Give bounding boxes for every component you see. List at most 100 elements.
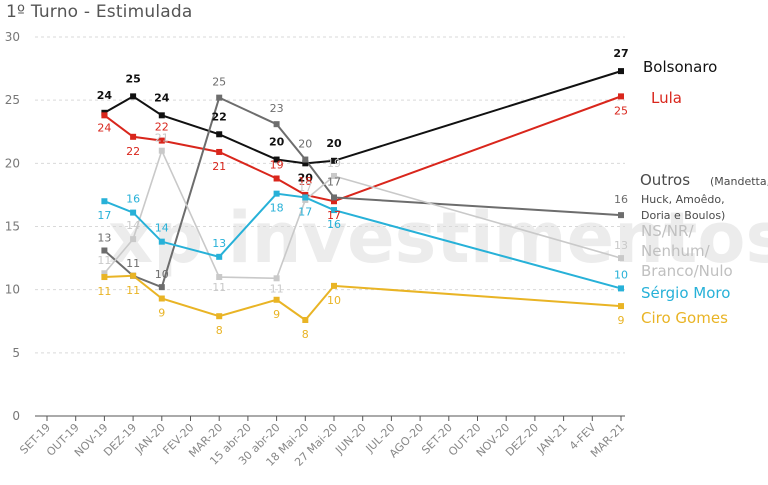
- point-lula: [216, 148, 223, 155]
- series-line-moro: [104, 192, 622, 290]
- y-tick-label: 15: [5, 220, 20, 234]
- point-bolsonaro: [273, 156, 280, 163]
- data-label-lula: 17: [327, 209, 341, 222]
- point-outros: [331, 194, 337, 201]
- data-label-ciro: 11: [126, 284, 140, 297]
- data-label-lula: 24: [97, 121, 111, 134]
- data-label-lula: 22: [126, 145, 140, 158]
- data-label-ns: 11: [97, 254, 111, 267]
- point-ns: [618, 255, 624, 262]
- data-label-bolsonaro: 22: [212, 110, 227, 123]
- point-moro: [216, 253, 223, 260]
- point-outros: [273, 121, 280, 128]
- data-label-ciro: 9: [618, 314, 625, 327]
- data-label-outros: 11: [126, 257, 140, 270]
- series-lines: [103, 70, 622, 322]
- data-label-ns: 13: [614, 239, 628, 252]
- legend-ns: Branco/Nulo: [641, 262, 733, 280]
- data-label-outros: 17: [327, 175, 341, 188]
- y-tick-label: 20: [5, 156, 20, 170]
- data-label-outros: 23: [270, 102, 284, 115]
- point-moro: [130, 209, 137, 216]
- data-label-outros: 16: [614, 193, 628, 206]
- data-label-ns: 11: [212, 281, 226, 294]
- data-label-moro: 17: [298, 205, 312, 218]
- point-ciro: [331, 282, 337, 289]
- point-bolsonaro: [302, 160, 309, 167]
- data-label-outros: 25: [212, 76, 226, 89]
- data-label-moro: 10: [614, 268, 628, 281]
- data-label-moro: 18: [270, 202, 284, 215]
- data-label-lula: 25: [614, 104, 628, 117]
- data-label-ns: 11: [270, 282, 284, 295]
- data-label-lula: 22: [155, 121, 169, 134]
- point-ciro: [216, 313, 223, 320]
- point-ns: [331, 172, 337, 179]
- point-lula: [130, 133, 137, 140]
- x-tick-label: JUN-20: [332, 421, 368, 457]
- data-label-ciro: 11: [97, 285, 111, 298]
- data-label-ns: 17: [298, 181, 312, 194]
- data-label-bolsonaro: 20: [326, 137, 342, 150]
- y-tick-label: 10: [5, 283, 20, 297]
- data-label-moro: 16: [327, 218, 341, 231]
- data-label-ns: 14: [126, 219, 140, 232]
- data-label-outros: 13: [97, 232, 111, 245]
- point-ns: [216, 274, 223, 281]
- point-ciro: [101, 274, 108, 281]
- point-bolsonaro: [216, 131, 223, 138]
- point-moro: [618, 285, 624, 292]
- data-label-moro: 14: [155, 222, 169, 235]
- point-lula: [101, 112, 108, 119]
- point-outros: [158, 284, 165, 291]
- point-bolsonaro: [158, 112, 165, 119]
- series-line-bolsonaro: [103, 70, 622, 165]
- legend-outros-sub: (Mandetta,: [710, 175, 768, 188]
- point-ciro: [158, 295, 165, 302]
- data-label-moro: 13: [212, 237, 226, 250]
- y-tick-label: 30: [5, 30, 20, 44]
- point-ciro: [302, 316, 309, 323]
- point-ciro: [130, 272, 137, 279]
- data-label-lula: 19: [270, 158, 284, 171]
- point-bolsonaro: [130, 93, 137, 100]
- series-line-outros: [103, 96, 622, 289]
- legend-lula: Lula: [651, 89, 682, 107]
- point-lula: [331, 198, 337, 205]
- data-label-outros: 20: [298, 138, 312, 151]
- legend-outros: Outros: [640, 171, 690, 189]
- chart-title: 1º Turno - Estimulada: [6, 2, 193, 22]
- x-tick-label: JAN-21: [534, 421, 570, 457]
- point-outros: [302, 156, 309, 163]
- point-moro: [331, 207, 337, 214]
- series-line-ns: [103, 148, 622, 280]
- x-axis: SET-19OUT-19NOV-19DEZ-19JAN-20FEV-20MAR-…: [17, 415, 627, 469]
- data-label-ciro: 8: [302, 328, 309, 341]
- data-label-moro: 17: [97, 209, 111, 222]
- data-label-ns: 19: [327, 157, 341, 170]
- data-label-lula: 21: [212, 160, 226, 173]
- data-label-moro: 16: [126, 193, 140, 206]
- point-ns: [273, 275, 280, 282]
- series-line-lula: [103, 95, 622, 203]
- legend-ciro: Ciro Gomes: [641, 309, 728, 327]
- y-tick-label: 0: [12, 409, 20, 423]
- point-ns: [130, 236, 137, 243]
- point-outros: [216, 94, 223, 101]
- point-moro: [273, 190, 280, 197]
- point-ns: [101, 270, 108, 277]
- data-label-bolsonaro: 20: [298, 171, 314, 184]
- legend: Bolsonaro Lula Outros (Mandetta, Huck, Amoêd…: [640, 58, 768, 327]
- point-lula: [158, 137, 165, 144]
- data-label-bolsonaro: 24: [97, 89, 113, 102]
- legend-outros-sub: Doria e Boulos): [641, 209, 725, 222]
- legend-bolsonaro: Bolsonaro: [643, 58, 717, 76]
- point-lula: [273, 175, 280, 182]
- data-label-ciro: 9: [158, 307, 165, 320]
- data-label-ciro: 10: [327, 294, 341, 307]
- legend-ns: Nenhum/: [641, 242, 711, 260]
- point-moro: [158, 238, 165, 245]
